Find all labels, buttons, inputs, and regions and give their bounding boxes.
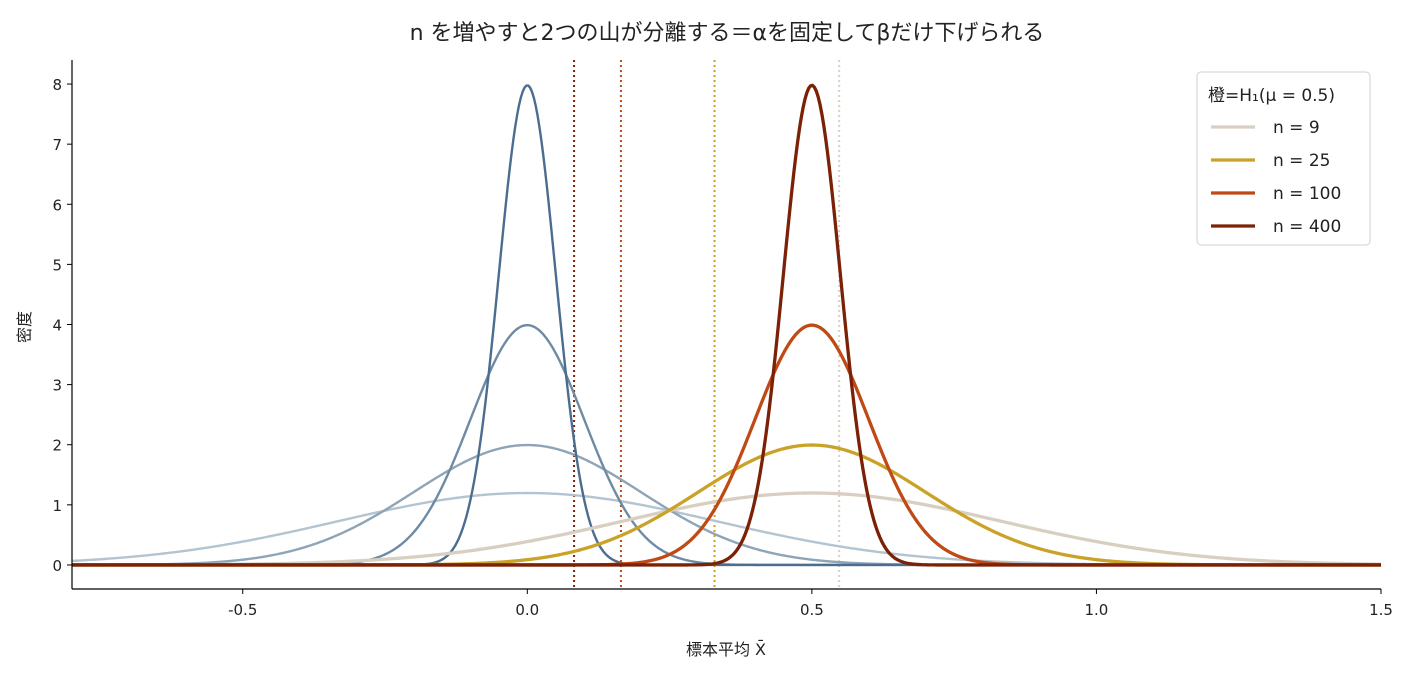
h0-curve-25 [72,443,1381,567]
h0-curve-400 [72,84,1381,567]
y-tick-label: 7 [52,136,62,154]
y-tick-label: 4 [52,317,62,335]
legend-title: 橙=H₁(μ = 0.5) [1208,86,1335,106]
y-tick-label: 8 [52,76,62,94]
x-tick-label: 1.0 [1085,601,1109,619]
x-tick-label: 0.5 [800,601,824,619]
legend-box [1196,71,1371,246]
y-tick-label: 6 [52,196,62,214]
h1-curve-25 [72,443,1381,567]
y-axis-label: 密度 [15,311,34,343]
h1-curve-100 [72,323,1381,567]
h1-curve-9 [72,491,1381,567]
x-tick-label: -0.5 [228,601,257,619]
h0-curve-100 [72,323,1381,567]
plot-area [72,60,1381,589]
chart-title: n を増やすと2つの山が分離する＝αを固定してβだけ下げられる [410,21,1045,46]
legend-label-100: n = 100 [1273,184,1341,204]
y-tick-label: 3 [52,377,62,395]
y-tick-label: 2 [52,437,62,455]
h1-curve-400 [72,83,1381,567]
legend-label-9: n = 9 [1273,118,1320,138]
x-tick-label: 0.0 [515,601,539,619]
axes: 0 1 2 3 4 5 6 7 8 -0.5 0.0 0.5 1.0 1.5 [52,60,1393,619]
legend-label-25: n = 25 [1273,151,1330,171]
y-tick-label: 1 [52,497,62,515]
x-axis-label: 標本平均 X̄ [686,640,766,659]
x-tick-label: 1.5 [1369,601,1393,619]
y-tick-label: 0 [52,557,62,575]
legend: 橙=H₁(μ = 0.5) n = 9 n = 25 n = 100 n = 400 [1196,71,1371,246]
y-tick-label: 5 [52,256,62,274]
legend-label-400: n = 400 [1273,217,1341,237]
